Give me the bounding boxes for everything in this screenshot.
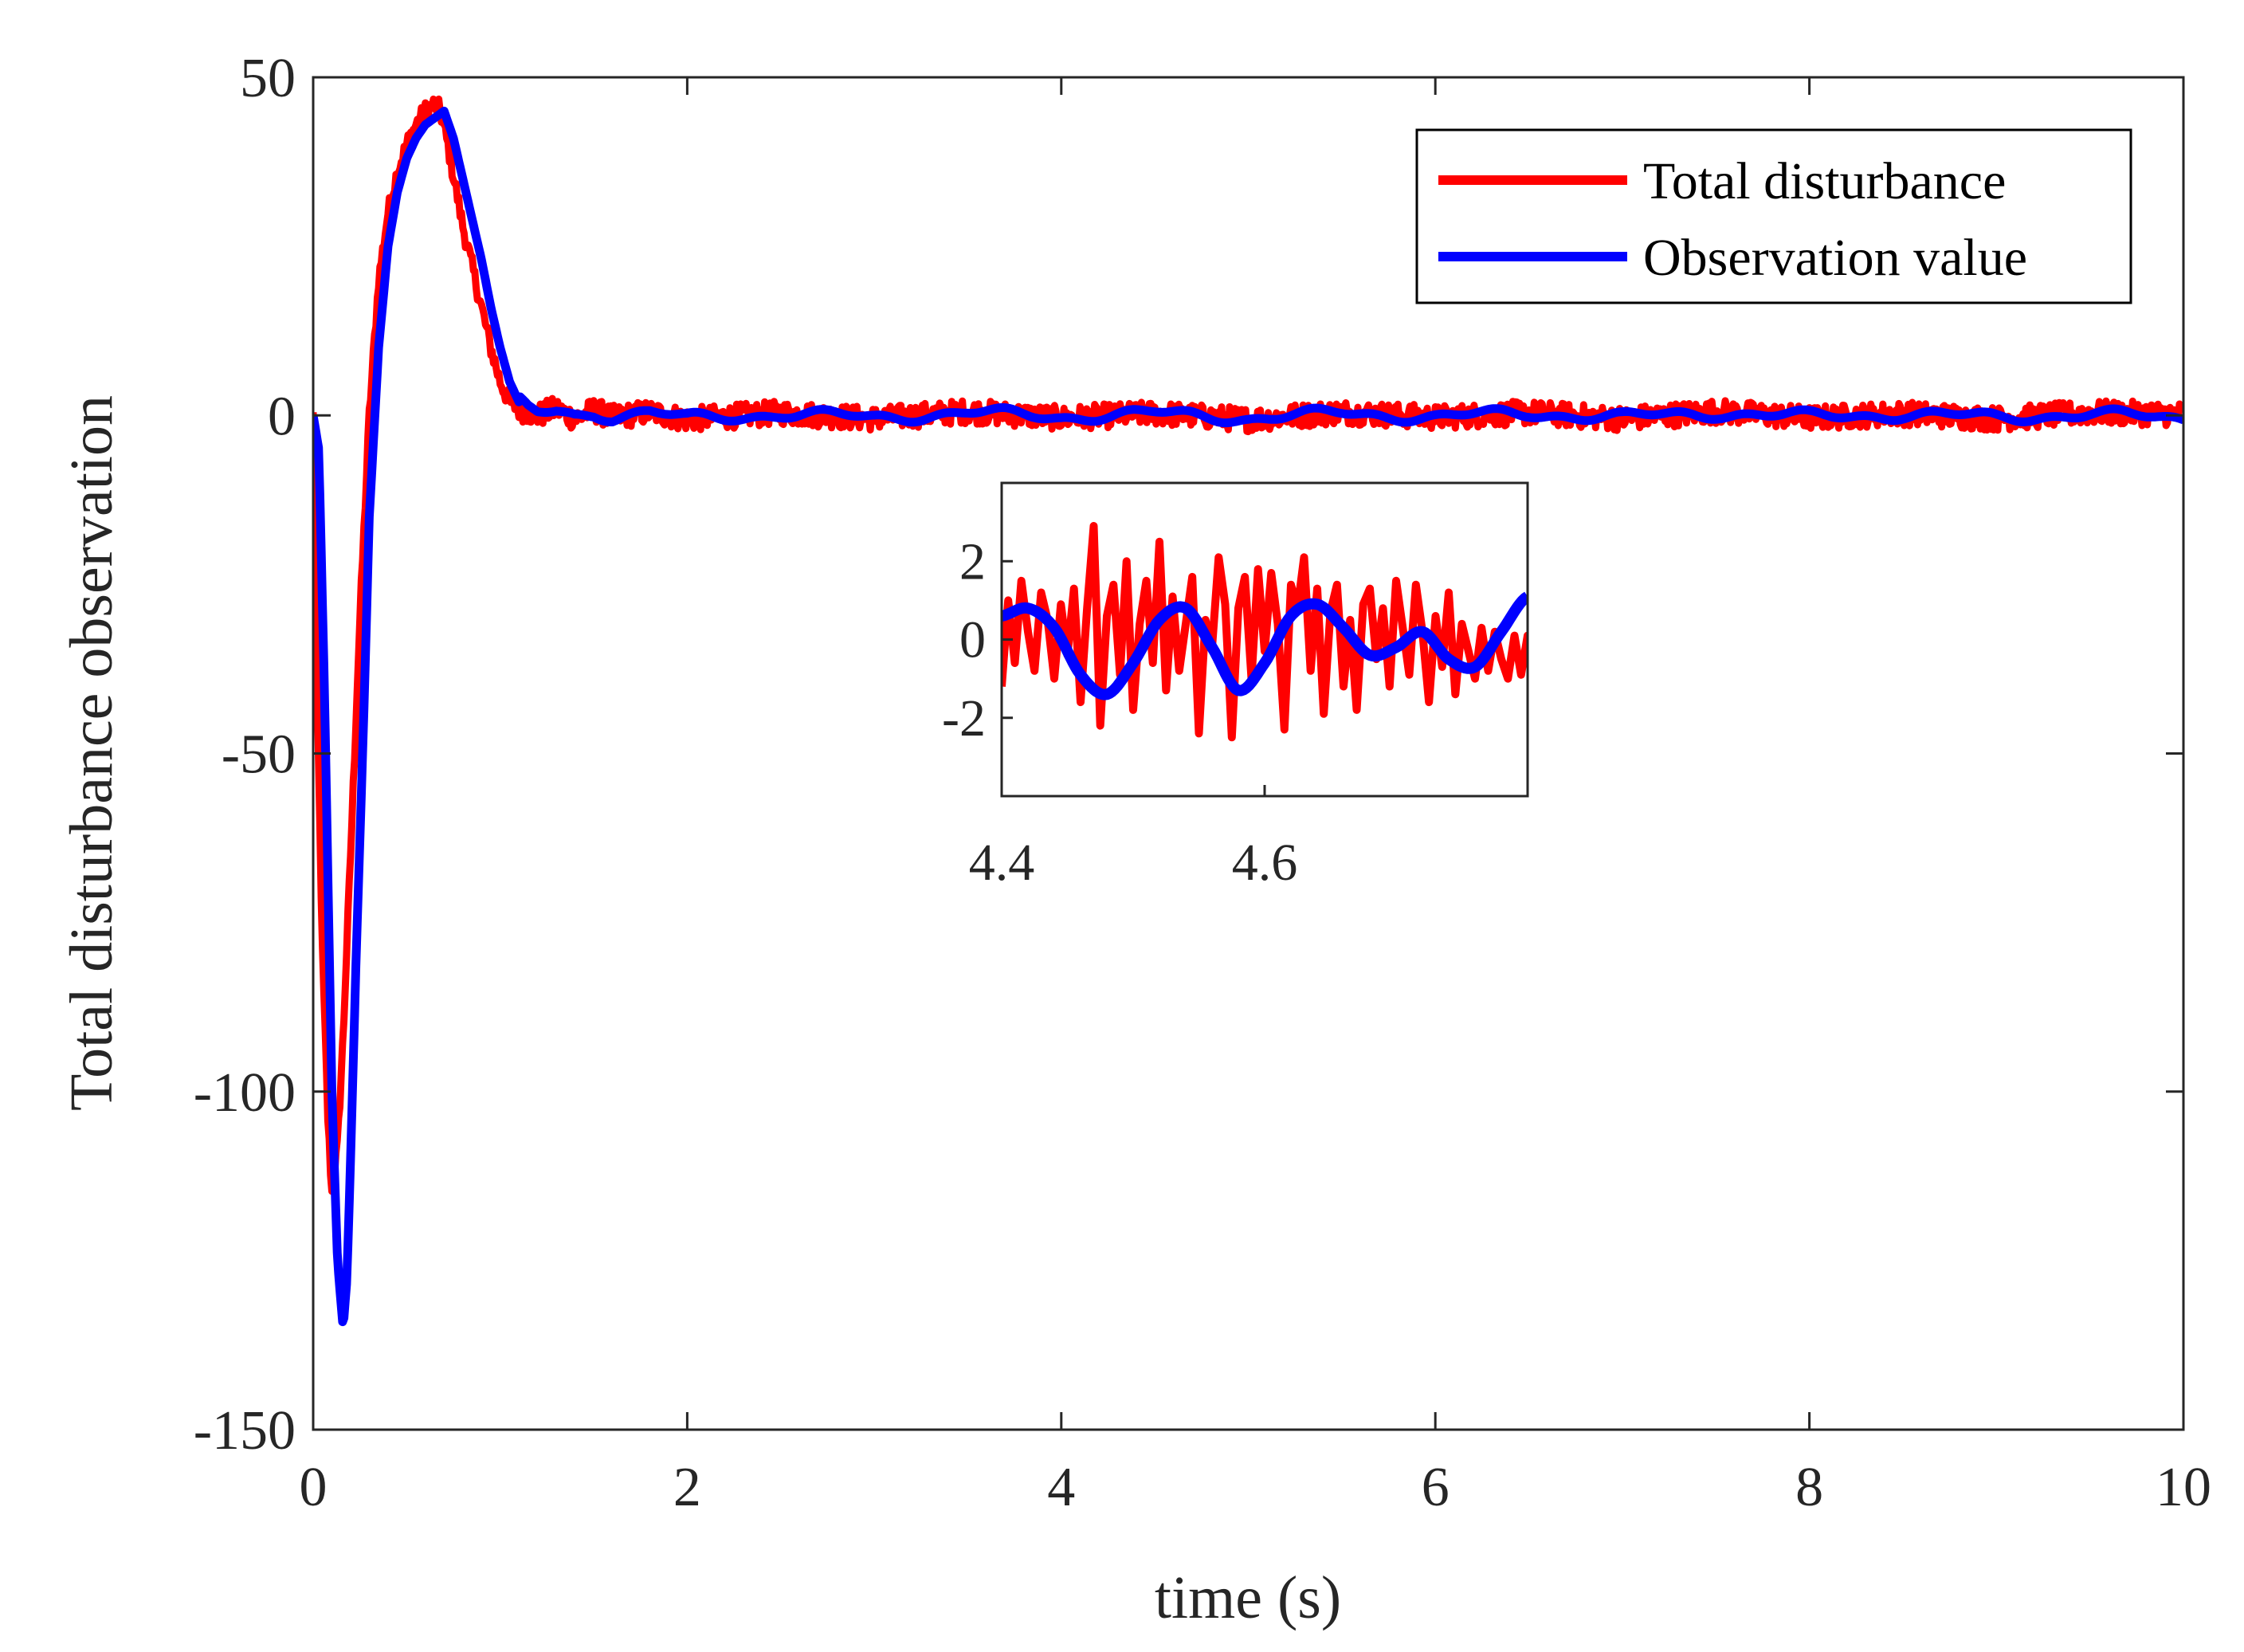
- main-ticks-group: 0 2 4 6 8 10 -150 -100 -50 0 50: [194, 48, 2211, 1518]
- x-tick-label: 0: [300, 1457, 328, 1518]
- inset-y-tick-label: 2: [959, 532, 986, 591]
- x-tick-label: 8: [1795, 1457, 1823, 1518]
- y-tick-label: 0: [268, 386, 296, 447]
- legend-label-observation-value: Observation value: [1643, 229, 2027, 287]
- x-tick-label: 6: [1422, 1457, 1450, 1518]
- inset-y-tick-label: -2: [942, 689, 986, 748]
- main-series-group: [313, 95, 2183, 1327]
- legend-label-total-disturbance: Total disturbance: [1643, 152, 2006, 210]
- x-tick-label: 10: [2156, 1457, 2211, 1518]
- x-axis-label: time (s): [1155, 1564, 1341, 1631]
- series-line-observation-value: [313, 106, 2183, 1327]
- x-tick-label: 4: [1047, 1457, 1075, 1518]
- inset-ticks-group: 4.4 4.6 -2 0 2: [942, 532, 1297, 892]
- y-tick-label: 50: [240, 48, 296, 109]
- y-tick-label: -50: [222, 724, 296, 786]
- inset-chart: 4.4 4.6 -2 0 2: [942, 481, 1529, 892]
- legend-box: [1415, 128, 2132, 304]
- y-tick-label: -100: [194, 1062, 296, 1124]
- x-tick-label: 2: [673, 1457, 701, 1518]
- inset-y-tick-label: 0: [959, 611, 986, 669]
- legend: Total disturbance Observation value: [1415, 128, 2132, 304]
- inset-series-line-observation-value: [1002, 591, 1528, 700]
- inset-x-tick-label: 4.6: [1232, 834, 1298, 892]
- inset-x-tick-label: 4.4: [969, 834, 1035, 892]
- y-tick-label: -150: [194, 1400, 296, 1462]
- inset-series-line-total-disturbance: [1002, 522, 1528, 742]
- y-axis-label: Total disturbance observation: [58, 395, 125, 1111]
- inset-series-group: [1002, 522, 1528, 742]
